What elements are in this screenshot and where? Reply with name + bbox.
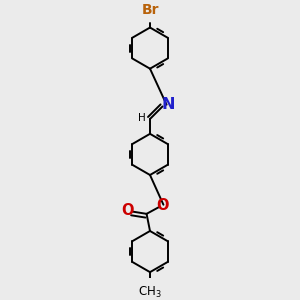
- Text: CH$_3$: CH$_3$: [138, 285, 162, 300]
- Text: Br: Br: [141, 3, 159, 17]
- Text: O: O: [121, 203, 134, 218]
- Text: H: H: [138, 113, 146, 123]
- Text: N: N: [161, 98, 175, 112]
- Text: O: O: [157, 198, 169, 213]
